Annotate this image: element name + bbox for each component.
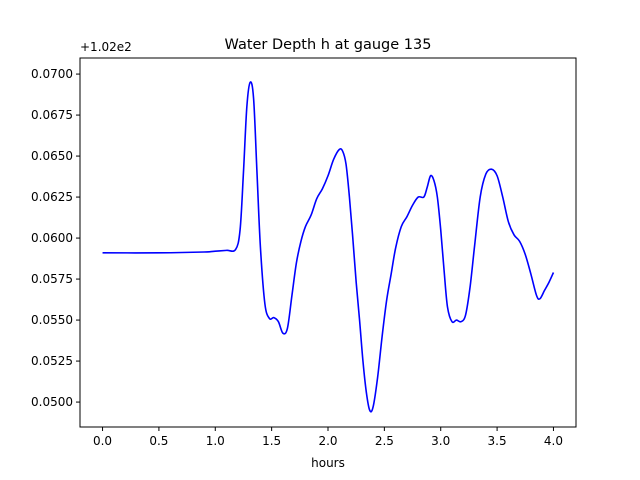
y-tick-label: 0.0675 bbox=[31, 108, 73, 122]
y-tick-label: 0.0600 bbox=[31, 231, 73, 245]
x-axis-label: hours bbox=[311, 456, 345, 470]
y-tick-label: 0.0550 bbox=[31, 313, 73, 327]
x-tick-label: 1.0 bbox=[206, 434, 225, 448]
x-tick-label: 4.0 bbox=[544, 434, 563, 448]
y-tick-label: 0.0650 bbox=[31, 149, 73, 163]
chart-title: Water Depth h at gauge 135 bbox=[225, 37, 432, 53]
plot-area bbox=[102, 81, 555, 413]
x-tick-label: 3.5 bbox=[488, 434, 507, 448]
y-tick-label: 0.0700 bbox=[31, 67, 73, 81]
x-tick-label: 2.5 bbox=[375, 434, 394, 448]
x-tick-label: 3.0 bbox=[431, 434, 450, 448]
x-tick-label: 0.5 bbox=[149, 434, 168, 448]
x-axis: 0.0 0.5 1.0 1.5 2.0 2.5 3.0 3.5 4.0 bbox=[93, 427, 563, 448]
y-tick-label: 0.0525 bbox=[31, 354, 73, 368]
x-tick-label: 0.0 bbox=[93, 434, 112, 448]
y-tick-label: 0.0575 bbox=[31, 272, 73, 286]
y-axis: 0.0500 0.0525 0.0550 0.0575 0.0600 0.0625 0.06… bbox=[31, 67, 80, 409]
y-offset-text: +1.02e2 bbox=[80, 40, 132, 54]
x-tick-label: 1.5 bbox=[262, 434, 281, 448]
y-tick-label: 0.0625 bbox=[31, 190, 73, 204]
series-line bbox=[102, 81, 555, 413]
x-tick-label: 2.0 bbox=[318, 434, 337, 448]
y-tick-label: 0.0500 bbox=[31, 395, 73, 409]
